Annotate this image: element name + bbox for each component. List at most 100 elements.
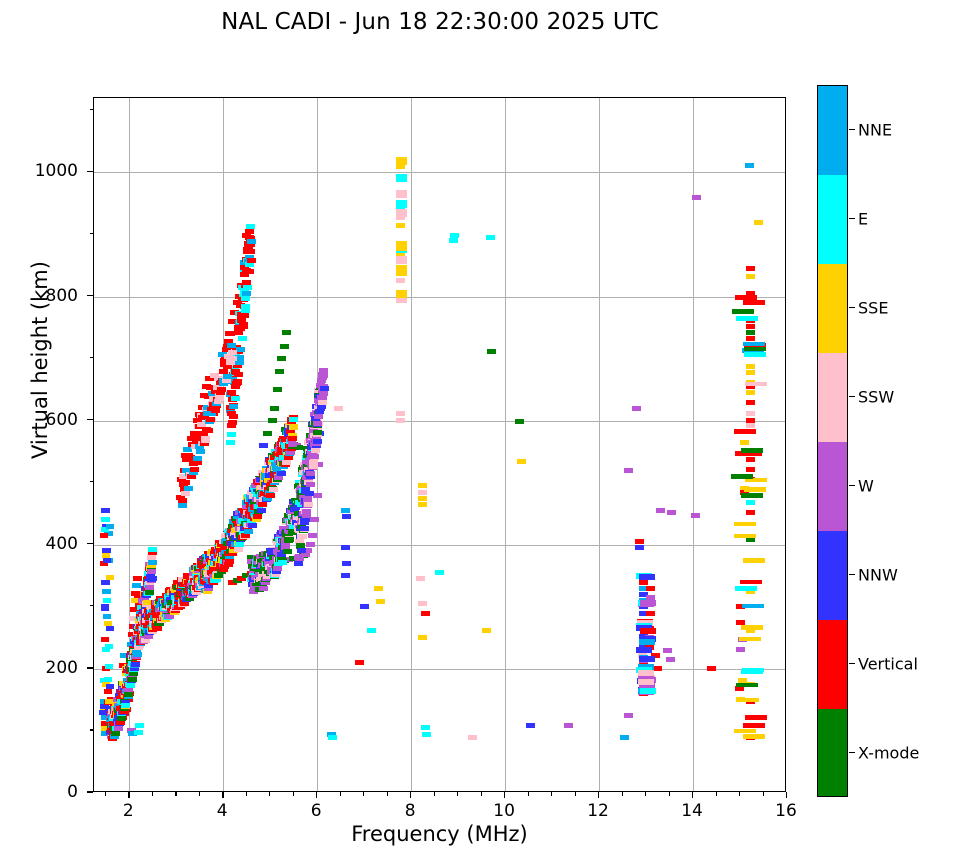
x-axis-minor-tick	[645, 792, 647, 796]
echo-mark	[242, 280, 252, 286]
echo-mark	[103, 531, 113, 537]
echo-mark	[246, 555, 256, 560]
echo-mark	[315, 408, 325, 414]
echo-mark	[395, 295, 407, 304]
echo-mark	[213, 399, 223, 405]
echo-mark	[235, 302, 245, 308]
echo-mark	[395, 200, 407, 208]
echo-mark	[222, 364, 232, 370]
x-axis-tick-label: 4	[216, 801, 228, 821]
echo-mark	[302, 494, 312, 500]
echo-mark	[225, 331, 235, 337]
echo-mark	[147, 568, 157, 574]
echo-mark	[144, 634, 154, 640]
echo-mark	[99, 533, 108, 539]
echo-mark	[240, 272, 249, 278]
echo-mark	[257, 507, 266, 513]
echo-mark	[99, 710, 108, 716]
x-axis-minor-tick	[668, 792, 670, 796]
echo-mark	[135, 723, 145, 729]
echo-mark	[296, 548, 306, 554]
echo-mark	[296, 544, 306, 550]
echo-mark	[192, 418, 202, 424]
echo-mark	[104, 676, 113, 682]
echo-mark	[283, 454, 293, 460]
echo-mark	[707, 666, 717, 672]
x-axis-minor-tick	[363, 792, 365, 796]
echo-mark	[303, 466, 313, 472]
colorbar-band-vertical	[818, 620, 847, 709]
echo-mark	[300, 551, 310, 557]
echo-mark	[258, 585, 268, 591]
echo-mark	[285, 537, 295, 543]
echo-mark	[105, 575, 114, 581]
x-axis-tick	[692, 792, 694, 798]
y-axis-tick	[87, 791, 93, 793]
echo-mark	[106, 626, 115, 632]
colorbar-label-x-mode: X-mode	[858, 743, 920, 762]
echo-mark	[304, 491, 314, 497]
echo-mark	[449, 233, 459, 239]
echo-mark	[665, 657, 675, 663]
echo-mark	[646, 595, 656, 601]
gridline-vertical	[693, 98, 695, 791]
echo-mark	[229, 403, 239, 409]
echo-mark	[690, 512, 700, 518]
echo-mark	[102, 588, 112, 594]
y-axis-tick	[87, 170, 93, 173]
y-axis-minor-tick	[89, 108, 93, 111]
echo-mark	[740, 490, 750, 496]
echo-mark	[268, 487, 278, 493]
echo-mark	[228, 419, 238, 425]
x-axis-minor-tick	[269, 792, 271, 796]
echo-mark	[105, 644, 114, 650]
echo-mark	[306, 470, 316, 476]
y-axis-label: Virtual height (km)	[28, 261, 52, 459]
echo-mark	[745, 588, 755, 594]
echo-mark	[133, 576, 143, 582]
echo-mark	[234, 359, 244, 365]
echo-mark	[290, 507, 300, 513]
colorbar-label-nnw: NNW	[858, 565, 898, 584]
echo-mark	[745, 627, 755, 633]
echo-mark	[188, 469, 198, 475]
echo-mark	[127, 641, 137, 647]
echo-mark	[738, 636, 761, 642]
echo-mark	[396, 163, 406, 169]
echo-mark	[179, 482, 189, 488]
echo-mark	[218, 351, 228, 357]
echo-mark	[310, 453, 320, 459]
echo-mark	[227, 422, 237, 428]
echo-mark	[740, 448, 763, 453]
echo-mark	[312, 430, 322, 436]
echo-mark	[217, 387, 227, 393]
echo-mark	[184, 596, 194, 602]
echo-mark	[420, 610, 430, 616]
y-axis-tick-label: 600	[45, 409, 78, 430]
echo-mark	[214, 395, 224, 401]
echo-mark	[745, 330, 755, 336]
echo-mark	[233, 362, 243, 368]
echo-mark	[295, 539, 305, 545]
colorbar-label-e: E	[858, 209, 869, 228]
echo-mark	[101, 714, 111, 720]
echo-mark	[302, 509, 312, 515]
echo-mark	[744, 162, 754, 168]
echo-mark	[233, 371, 243, 377]
echo-mark	[754, 219, 764, 225]
echo-mark	[227, 356, 237, 362]
echo-mark	[327, 734, 337, 740]
echo-mark	[307, 451, 317, 457]
echo-mark	[514, 419, 524, 425]
gridline-horizontal	[94, 172, 785, 174]
echo-mark	[187, 441, 197, 447]
echo-mark	[241, 296, 251, 302]
echo-mark	[246, 257, 256, 263]
echo-mark	[215, 546, 225, 552]
echo-mark	[224, 555, 234, 561]
echo-mark	[177, 498, 187, 504]
echo-mark	[526, 723, 536, 729]
echo-mark	[278, 455, 288, 461]
echo-mark	[745, 466, 755, 472]
